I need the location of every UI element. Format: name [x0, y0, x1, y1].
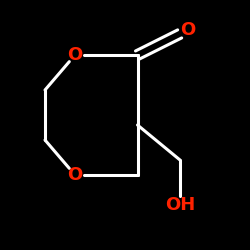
Text: O: O	[68, 46, 82, 64]
Text: O: O	[180, 21, 195, 39]
Text: OH: OH	[165, 196, 195, 214]
Text: O: O	[68, 166, 82, 184]
